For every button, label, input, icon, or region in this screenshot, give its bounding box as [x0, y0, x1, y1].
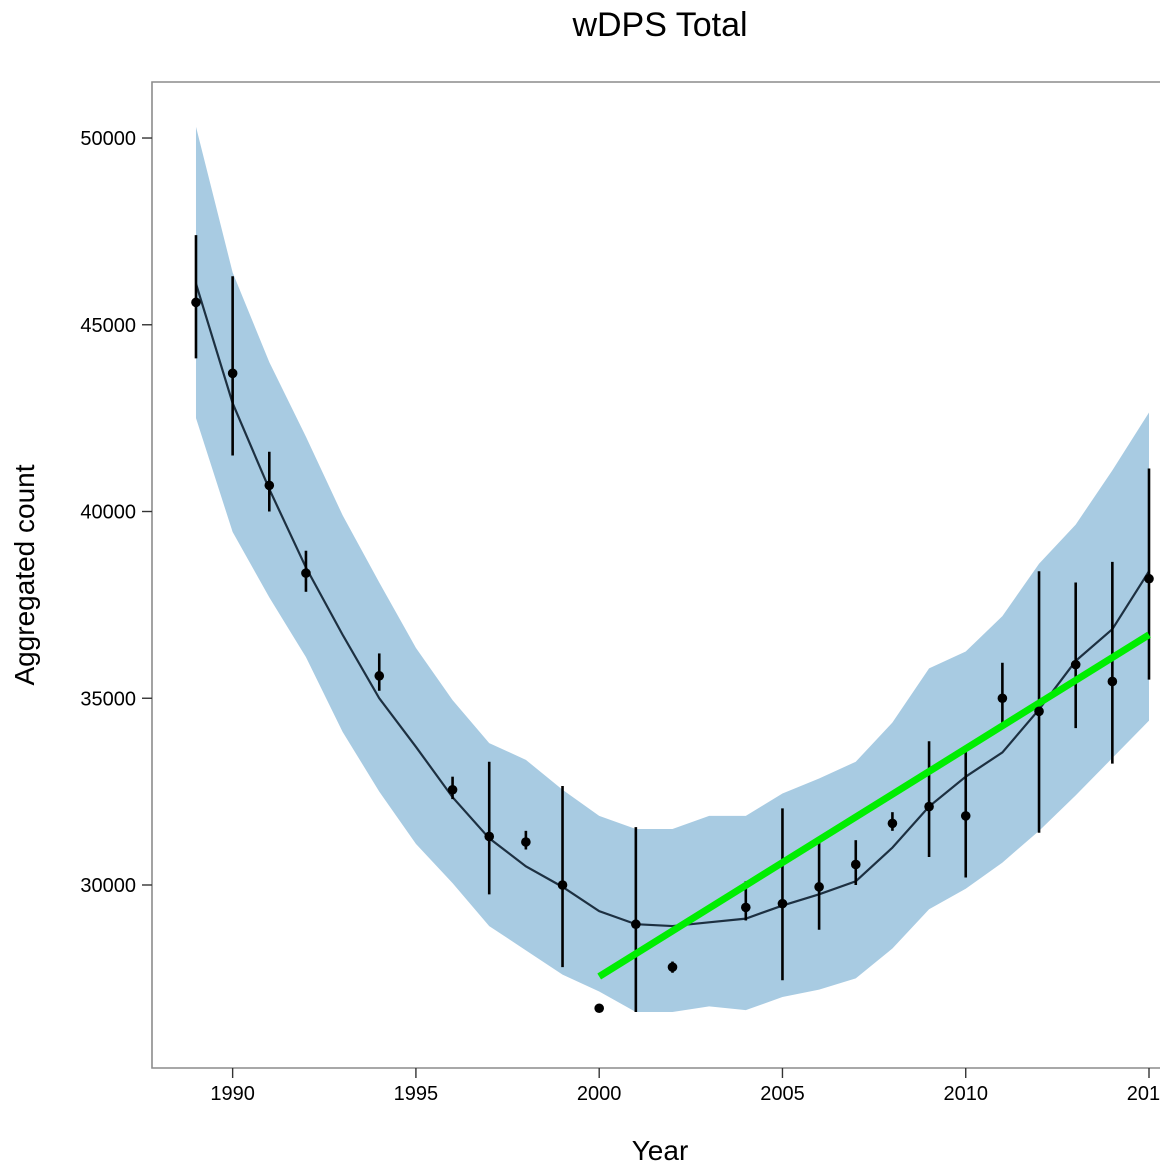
smooth-fit-line: [194, 283, 1150, 928]
x-tick-label: 2000: [577, 1083, 622, 1105]
data-point: [447, 784, 458, 795]
y-tick-label: 45000: [80, 315, 136, 337]
x-tick-label: 1990: [210, 1083, 255, 1105]
y-tick-label: 30000: [80, 875, 136, 897]
confidence-band: [195, 126, 1150, 1012]
y-tick-label: 50000: [80, 128, 136, 150]
x-axis-title: Year: [632, 1135, 689, 1166]
data-point: [521, 837, 531, 847]
data-point: [594, 1003, 604, 1014]
data-point: [484, 831, 495, 842]
data-point: [850, 859, 861, 870]
trend-line: [597, 631, 1151, 980]
data-point: [557, 880, 568, 890]
x-tick-label: 2010: [943, 1083, 988, 1105]
data-point: [960, 811, 971, 821]
x-tick-label: 1995: [394, 1083, 439, 1105]
y-axis-title: Aggregated count: [9, 464, 40, 685]
x-tick-label: 2005: [760, 1083, 805, 1105]
plot-area: 1990 1995 2000 2005 2010 2015 30000 35000 40000 4…: [80, 81, 1160, 1105]
data-point: [264, 480, 275, 491]
y-tick-label: 40000: [80, 502, 136, 524]
data-point: [1107, 676, 1118, 687]
y-tick-label: 35000: [80, 688, 136, 710]
data-point: [227, 368, 238, 379]
data-point: [777, 898, 788, 909]
data-point: [1034, 706, 1044, 717]
data-point: [887, 818, 898, 829]
data-point: [667, 962, 678, 972]
data-point: [191, 297, 201, 308]
data-point: [301, 568, 311, 578]
plot-frame: [151, 81, 1160, 1069]
data-point: [374, 671, 385, 681]
data-point: [814, 882, 824, 892]
data-point: [1144, 573, 1154, 584]
chart-title: wDPS Total: [571, 6, 747, 44]
data-point: [741, 902, 751, 913]
data-point: [997, 693, 1008, 704]
x-tick-label: 2015: [1127, 1083, 1160, 1105]
data-point: [631, 919, 641, 930]
data-point: [1070, 659, 1081, 670]
data-point: [924, 801, 934, 812]
